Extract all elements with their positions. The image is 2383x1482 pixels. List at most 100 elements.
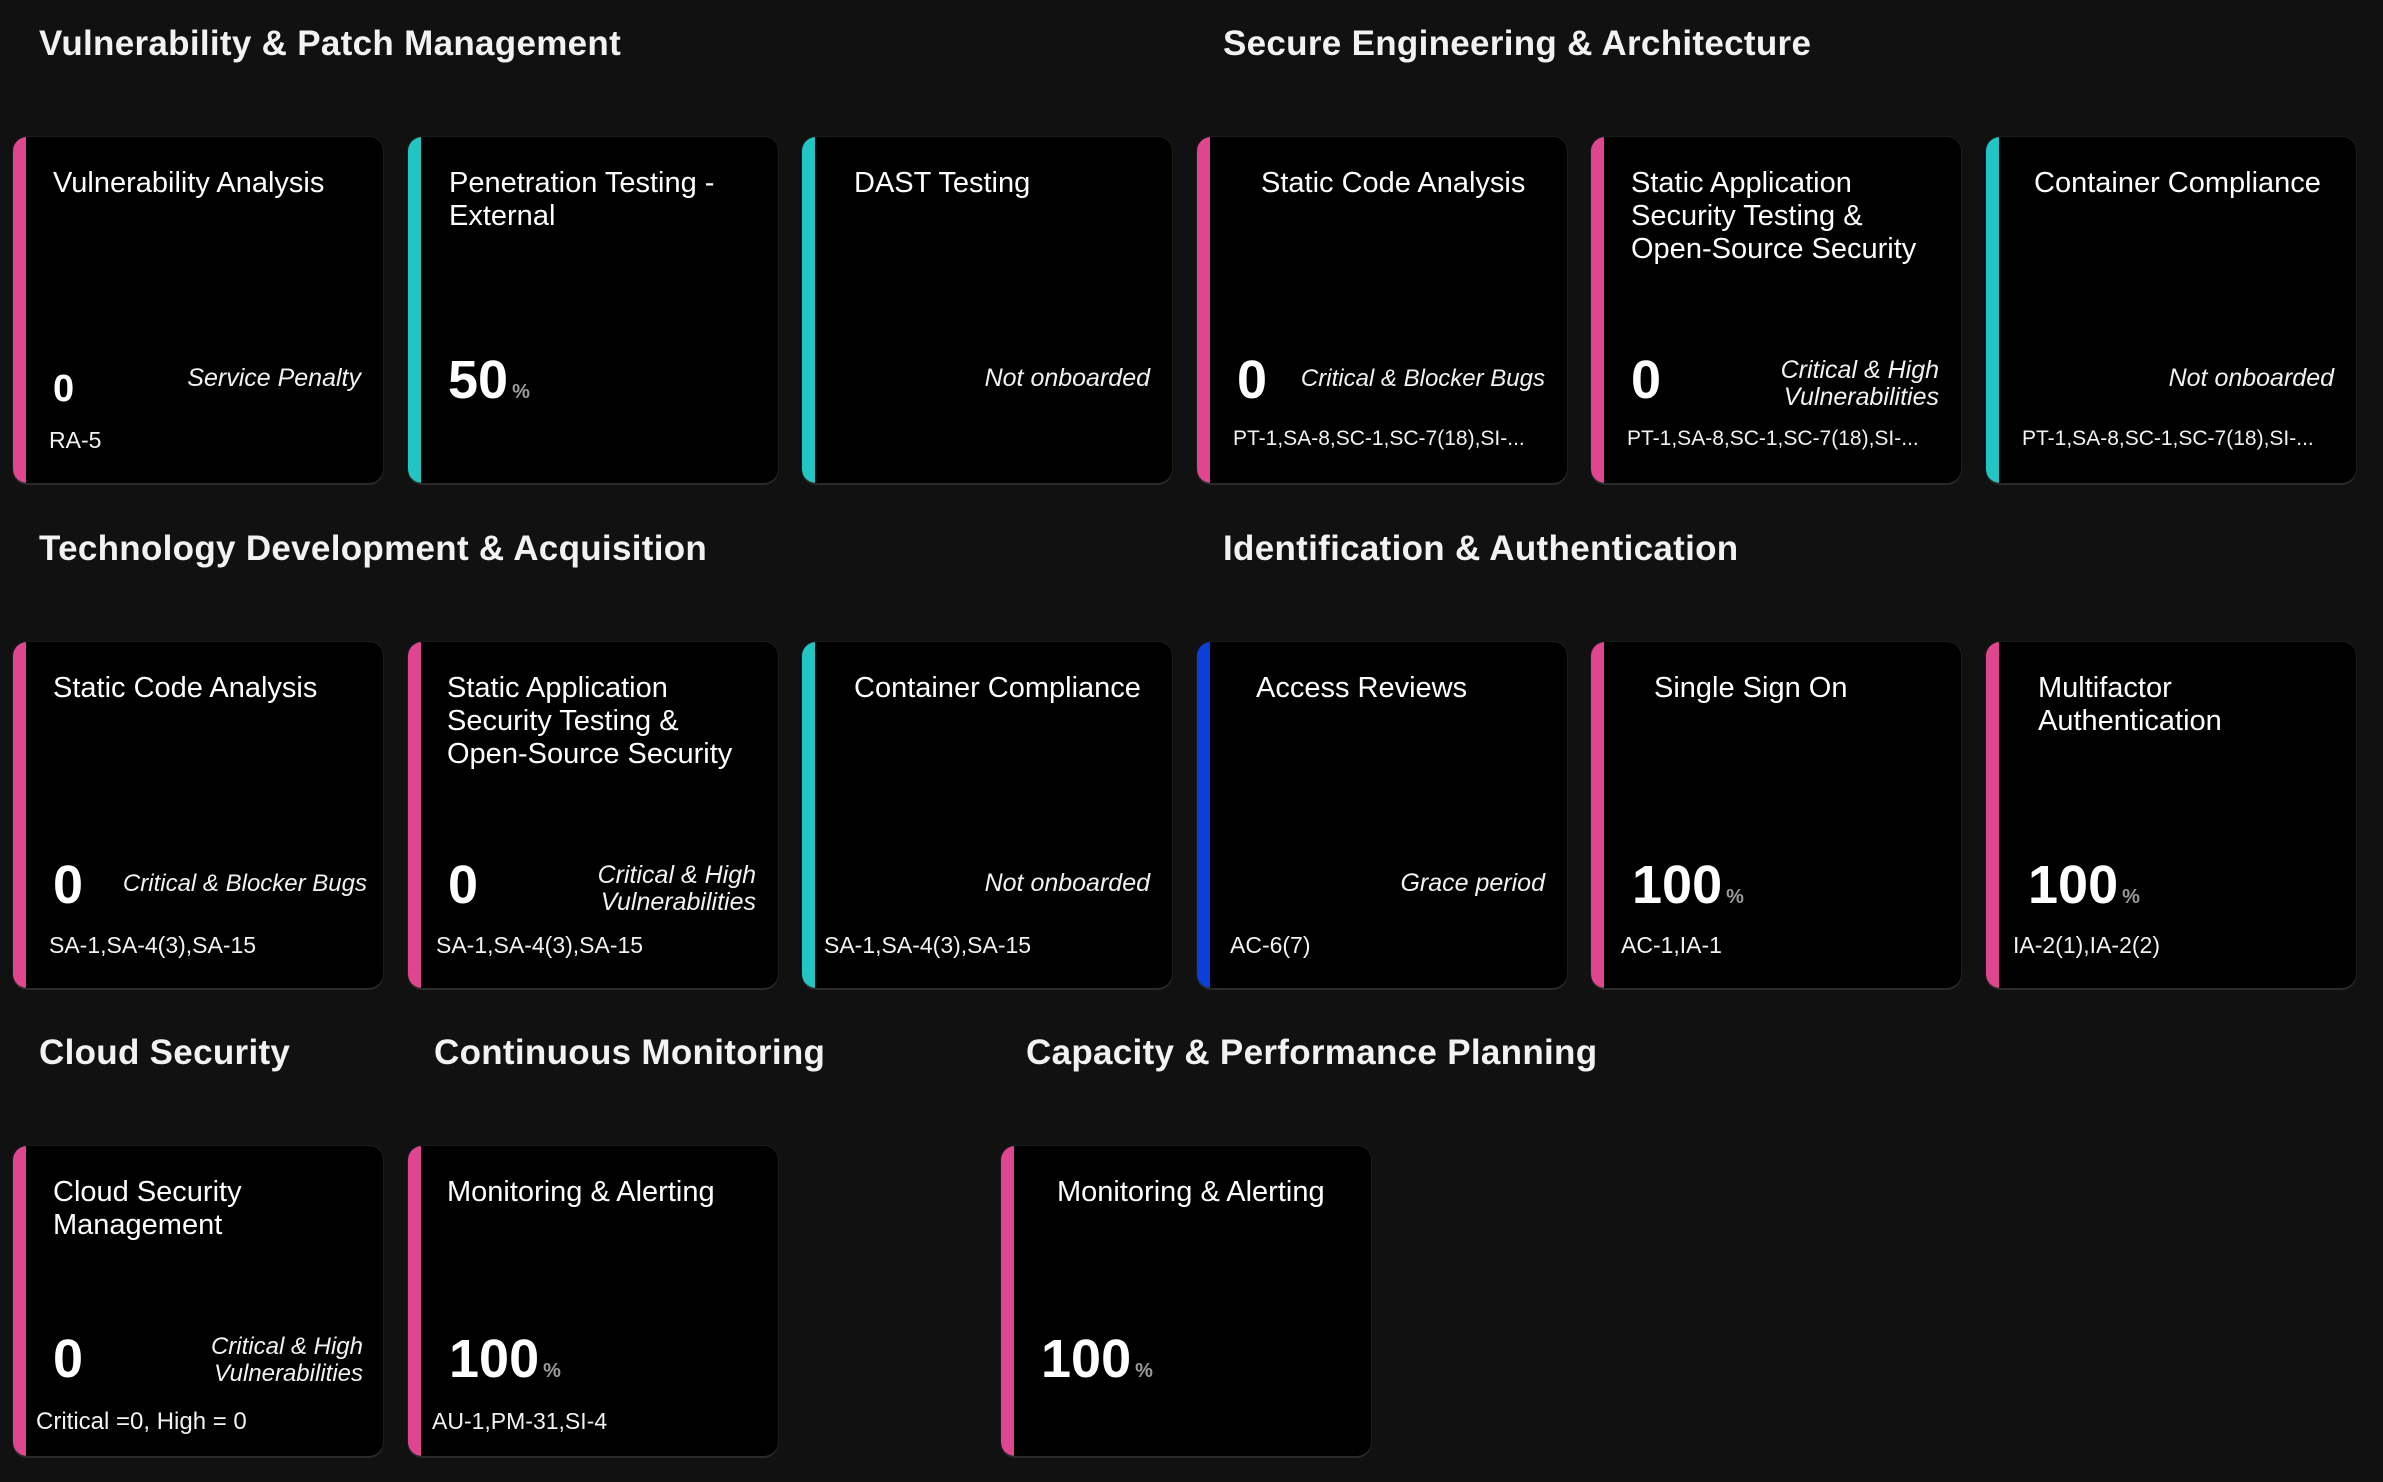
status-accent-bar: [1986, 137, 1999, 483]
card-monitoring-alerting-capacity[interactable]: Monitoring & Alerting 100%: [1001, 1146, 1371, 1456]
card-controls: RA-5: [49, 427, 102, 453]
section-title-vulnerability-patch-management: Vulnerability & Patch Management: [39, 24, 622, 63]
card-title: DAST Testing: [854, 167, 1031, 199]
card-value: 0: [448, 855, 479, 915]
card-status: Critical & High Vulnerabilities: [598, 862, 756, 916]
card-status-line: Critical & High: [1780, 356, 1939, 384]
card-title: Single Sign On: [1654, 672, 1848, 704]
card-sast-open-source-security-tda[interactable]: Static Application Security Testing & Op…: [408, 642, 778, 988]
card-title: Container Compliance: [854, 672, 1141, 704]
card-value-unit: %: [1135, 1360, 1153, 1382]
status-accent-bar: [1591, 642, 1604, 988]
section-title-technology-development-acquisition: Technology Development & Acquisition: [39, 529, 708, 568]
status-accent-bar: [1001, 1146, 1014, 1456]
card-title: Penetration Testing - External: [449, 167, 715, 232]
card-controls: SA-1,SA-4(3),SA-15: [49, 932, 257, 958]
card-value: 0: [1237, 350, 1268, 410]
card-penetration-testing-external[interactable]: Penetration Testing - External 50%: [408, 137, 778, 483]
section-title-cloud-security: Cloud Security: [39, 1033, 291, 1072]
section-title-identification-authentication: Identification & Authentication: [1223, 529, 1739, 568]
card-status-line: Vulnerabilities: [214, 1360, 363, 1387]
status-accent-bar: [802, 642, 815, 988]
section-title-capacity-performance-planning: Capacity & Performance Planning: [1026, 1033, 1598, 1072]
card-title: Static Code Analysis: [1261, 167, 1526, 199]
card-controls: PT-1,SA-8,SC-1,SC-7(18),SI-...: [1233, 427, 1525, 450]
card-title: Monitoring & Alerting: [447, 1176, 715, 1208]
card-status: Grace period: [1400, 869, 1545, 897]
card-title: Access Reviews: [1256, 672, 1468, 704]
status-accent-bar: [13, 642, 26, 988]
card-controls: PT-1,SA-8,SC-1,SC-7(18),SI-...: [2022, 427, 2314, 450]
card-status-line: Vulnerabilities: [600, 888, 756, 916]
status-accent-bar: [1986, 642, 1999, 988]
card-static-code-analysis-tda[interactable]: Static Code Analysis 0 Critical & Blocke…: [13, 642, 383, 988]
card-value-number: 100: [449, 1329, 540, 1389]
card-status-line: Vulnerabilities: [1783, 383, 1939, 411]
card-container-compliance-tda[interactable]: Container Compliance Not onboarded SA-1,…: [802, 642, 1172, 988]
card-static-code-analysis[interactable]: Static Code Analysis 0 Critical & Blocke…: [1197, 137, 1567, 483]
card-status-line: Critical & High: [597, 861, 756, 889]
card-status: Critical & High Vulnerabilities: [211, 1333, 363, 1387]
card-value: 100%: [1041, 1329, 1153, 1401]
card-title: Container Compliance: [2034, 167, 2321, 199]
status-accent-bar: [1591, 137, 1604, 483]
card-vulnerability-analysis[interactable]: Vulnerability Analysis 0 Service Penalty…: [13, 137, 383, 483]
card-controls: PT-1,SA-8,SC-1,SC-7(18),SI-...: [1627, 427, 1919, 450]
card-status: Critical & Blocker Bugs: [122, 870, 367, 897]
status-accent-bar: [1197, 642, 1210, 988]
status-accent-bar: [13, 137, 26, 483]
card-monitoring-alerting[interactable]: Monitoring & Alerting 100% AU-1,PM-31,SI…: [408, 1146, 778, 1456]
card-title: Cloud Security Management: [53, 1176, 242, 1241]
card-status: Service Penalty: [187, 364, 361, 392]
card-cloud-security-management[interactable]: Cloud Security Management 0 Critical & H…: [13, 1146, 383, 1456]
card-value-unit: %: [1726, 886, 1744, 908]
card-status: Not onboarded: [984, 869, 1150, 897]
card-value: 50%: [448, 350, 530, 422]
status-accent-bar: [1197, 137, 1210, 483]
section-title-continuous-monitoring: Continuous Monitoring: [434, 1033, 826, 1072]
card-controls: SA-1,SA-4(3),SA-15: [824, 932, 1032, 958]
card-status-line: Critical & High: [210, 1333, 363, 1360]
card-value-number: 100: [2028, 855, 2119, 915]
card-value: 0: [53, 1329, 84, 1389]
card-value-unit: %: [512, 381, 530, 403]
card-controls: SA-1,SA-4(3),SA-15: [436, 932, 644, 958]
card-value: 0: [1631, 350, 1662, 410]
card-value-unit: %: [2122, 886, 2140, 908]
card-value-number: 50: [448, 350, 509, 410]
card-status: Not onboarded: [984, 364, 1150, 392]
card-multifactor-authentication[interactable]: Multifactor Authentication 100% IA-2(1),…: [1986, 642, 2356, 988]
status-accent-bar: [408, 642, 421, 988]
card-controls: AU-1,PM-31,SI-4: [432, 1408, 608, 1434]
section-title-secure-engineering-architecture: Secure Engineering & Architecture: [1223, 24, 1812, 63]
status-accent-bar: [802, 137, 815, 483]
card-value: 0: [53, 368, 75, 410]
card-controls: AC-1,IA-1: [1621, 932, 1722, 958]
card-title: Monitoring & Alerting: [1057, 1176, 1325, 1208]
card-controls: IA-2(1),IA-2(2): [2013, 932, 2160, 958]
card-container-compliance[interactable]: Container Compliance Not onboarded PT-1,…: [1986, 137, 2356, 483]
card-value-number: 100: [1041, 1329, 1132, 1389]
card-controls: AC-6(7): [1230, 932, 1311, 958]
status-accent-bar: [408, 1146, 421, 1456]
card-single-sign-on[interactable]: Single Sign On 100% AC-1,IA-1: [1591, 642, 1961, 988]
card-dast-testing[interactable]: DAST Testing Not onboarded: [802, 137, 1172, 483]
card-value: 0: [53, 855, 84, 915]
card-value: 100%: [1632, 855, 1744, 927]
status-accent-bar: [13, 1146, 26, 1456]
card-sast-open-source-security[interactable]: Static Application Security Testing & Op…: [1591, 137, 1961, 483]
card-value-number: 100: [1632, 855, 1723, 915]
status-accent-bar: [408, 137, 421, 483]
card-value: 100%: [449, 1329, 561, 1401]
card-value-unit: %: [543, 1360, 561, 1382]
card-title: Multifactor Authentication: [2038, 672, 2222, 737]
card-title: Static Application Security Testing & Op…: [1631, 167, 1917, 265]
card-status: Not onboarded: [2168, 364, 2334, 392]
card-value: 100%: [2028, 855, 2140, 927]
card-status: Critical & Blocker Bugs: [1300, 365, 1545, 392]
card-access-reviews[interactable]: Access Reviews Grace period AC-6(7): [1197, 642, 1567, 988]
card-title: Vulnerability Analysis: [53, 167, 325, 199]
card-title: Static Code Analysis: [53, 672, 318, 704]
card-status: Critical & High Vulnerabilities: [1781, 357, 1939, 411]
card-title: Static Application Security Testing & Op…: [447, 672, 733, 770]
